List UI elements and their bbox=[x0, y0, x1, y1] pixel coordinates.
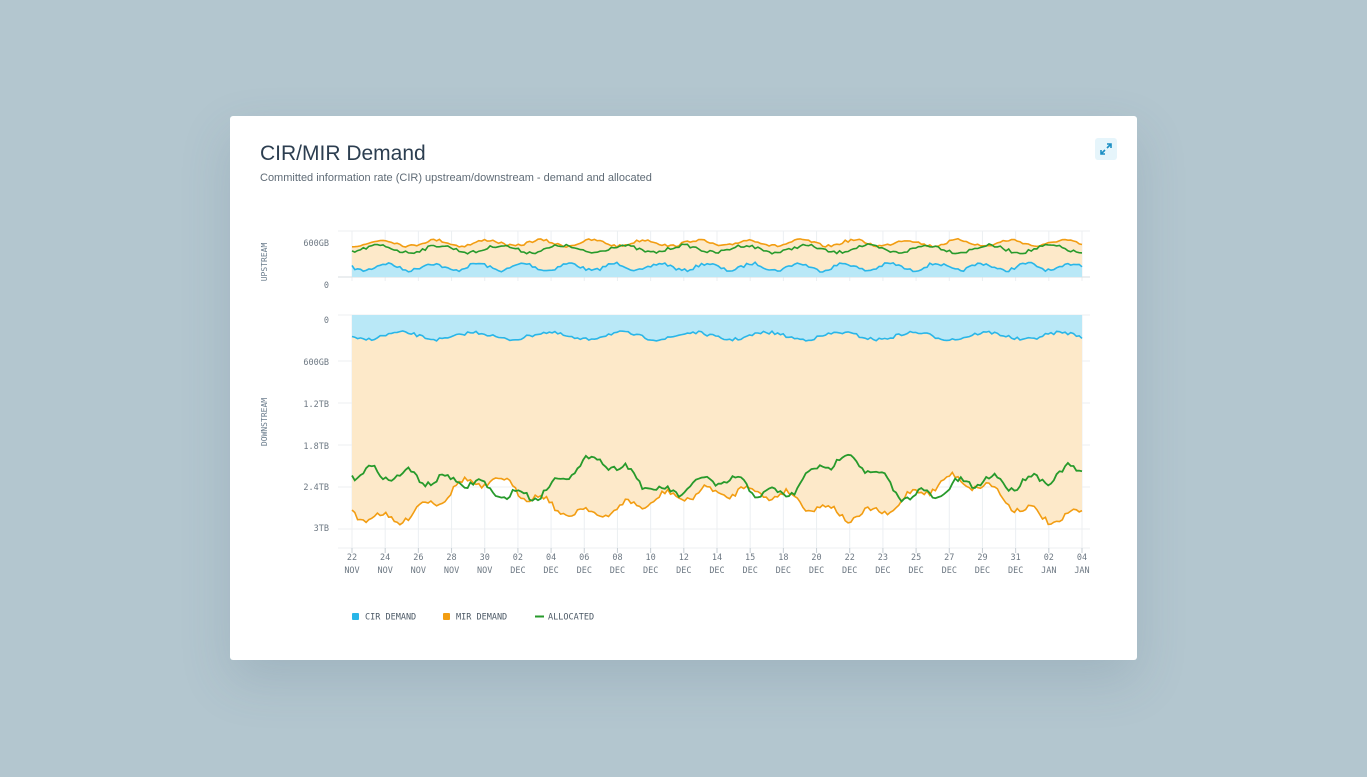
x-tick-month: NOV bbox=[411, 566, 426, 576]
x-tick-month: NOV bbox=[378, 566, 393, 576]
x-tick-day: 22 bbox=[845, 553, 855, 563]
x-tick-day: 02 bbox=[513, 553, 523, 563]
upstream-mir-area bbox=[352, 238, 1082, 272]
x-tick-day: 10 bbox=[646, 553, 656, 563]
x-tick-day: 29 bbox=[977, 553, 987, 563]
x-tick-day: 27 bbox=[944, 553, 954, 563]
x-tick-month: JAN bbox=[1041, 566, 1056, 576]
x-tick-day: 23 bbox=[878, 553, 888, 563]
x-tick-month: DEC bbox=[676, 566, 691, 576]
x-tick-day: 26 bbox=[413, 553, 423, 563]
x-tick-day: 18 bbox=[778, 553, 788, 563]
x-tick-month: NOV bbox=[477, 566, 492, 576]
downstream-mir-area bbox=[352, 331, 1082, 525]
x-tick-month: DEC bbox=[842, 566, 857, 576]
x-tick-day: 06 bbox=[579, 553, 589, 563]
x-tick-day: 08 bbox=[612, 553, 622, 563]
x-tick-month: DEC bbox=[743, 566, 758, 576]
y-tick-label: 0 bbox=[324, 281, 329, 291]
x-tick-month: DEC bbox=[975, 566, 990, 576]
x-tick-day: 28 bbox=[446, 553, 456, 563]
legend-swatch bbox=[352, 613, 359, 620]
x-tick-day: 15 bbox=[745, 553, 755, 563]
y-tick-label: 1.8TB bbox=[303, 442, 329, 452]
x-tick-day: 12 bbox=[679, 553, 689, 563]
x-tick-day: 14 bbox=[712, 553, 722, 563]
x-tick-day: 04 bbox=[1077, 553, 1087, 563]
chart-title: CIR/MIR Demand bbox=[260, 142, 426, 165]
x-tick-month: NOV bbox=[444, 566, 459, 576]
downstream-axis-label: DOWNSTREAM bbox=[260, 398, 269, 446]
y-tick-label: 600GB bbox=[303, 239, 329, 249]
upstream-allocated-line bbox=[351, 242, 1083, 255]
x-tick-day: 20 bbox=[811, 553, 821, 563]
expand-button[interactable] bbox=[1095, 138, 1117, 160]
x-tick-month: DEC bbox=[510, 566, 525, 576]
legend-swatch bbox=[443, 613, 450, 620]
x-tick-month: DEC bbox=[543, 566, 558, 576]
y-tick-label: 3TB bbox=[314, 524, 329, 534]
upstream-axis-label: UPSTREAM bbox=[260, 243, 269, 282]
x-tick-month: DEC bbox=[942, 566, 957, 576]
x-tick-month: DEC bbox=[776, 566, 791, 576]
x-tick-month: DEC bbox=[908, 566, 923, 576]
x-tick-day: 30 bbox=[480, 553, 490, 563]
x-tick-day: 31 bbox=[1011, 553, 1021, 563]
upstream-mir-line bbox=[351, 237, 1083, 249]
x-tick-month: NOV bbox=[344, 566, 359, 576]
x-tick-month: DEC bbox=[610, 566, 625, 576]
y-tick-label: 1.2TB bbox=[303, 400, 329, 410]
cir-mir-chart: 600GB 0 0 600GB 1.2TB 1.8TB 2.4TB 3TB UPSTREAM DO… bbox=[260, 230, 1090, 623]
x-tick-day: 02 bbox=[1044, 553, 1054, 563]
legend-label: ALLOCATED bbox=[548, 613, 594, 623]
x-tick-month: JAN bbox=[1074, 566, 1089, 576]
x-tick-month: DEC bbox=[809, 566, 824, 576]
downstream-cir-line bbox=[351, 330, 1083, 342]
expand-icon bbox=[1100, 143, 1112, 155]
upstream-cir-line bbox=[351, 261, 1083, 273]
downstream-allocated-line bbox=[351, 453, 1083, 503]
x-tick-month: DEC bbox=[875, 566, 890, 576]
x-tick-month: DEC bbox=[643, 566, 658, 576]
legend-label: CIR DEMAND bbox=[365, 613, 416, 623]
y-tick-label: 2.4TB bbox=[303, 483, 329, 493]
legend-label: MIR DEMAND bbox=[456, 613, 507, 623]
y-tick-label: 600GB bbox=[303, 358, 329, 368]
x-tick-day: 04 bbox=[546, 553, 556, 563]
chart-subtitle: Committed information rate (CIR) upstrea… bbox=[260, 172, 652, 184]
x-tick-day: 22 bbox=[347, 553, 357, 563]
chart-card: CIR/MIR Demand Committed information rat… bbox=[230, 116, 1137, 660]
x-tick-day: 25 bbox=[911, 553, 921, 563]
x-tick-day: 24 bbox=[380, 553, 390, 563]
y-tick-label: 0 bbox=[324, 316, 329, 326]
x-tick-month: DEC bbox=[709, 566, 724, 576]
x-tick-month: DEC bbox=[577, 566, 592, 576]
x-tick-month: DEC bbox=[1008, 566, 1023, 576]
